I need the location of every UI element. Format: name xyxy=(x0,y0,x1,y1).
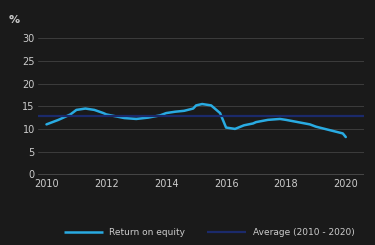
Text: %: % xyxy=(8,15,19,25)
Text: Average (2010 - 2020): Average (2010 - 2020) xyxy=(253,228,355,237)
Text: Return on equity: Return on equity xyxy=(109,228,185,237)
